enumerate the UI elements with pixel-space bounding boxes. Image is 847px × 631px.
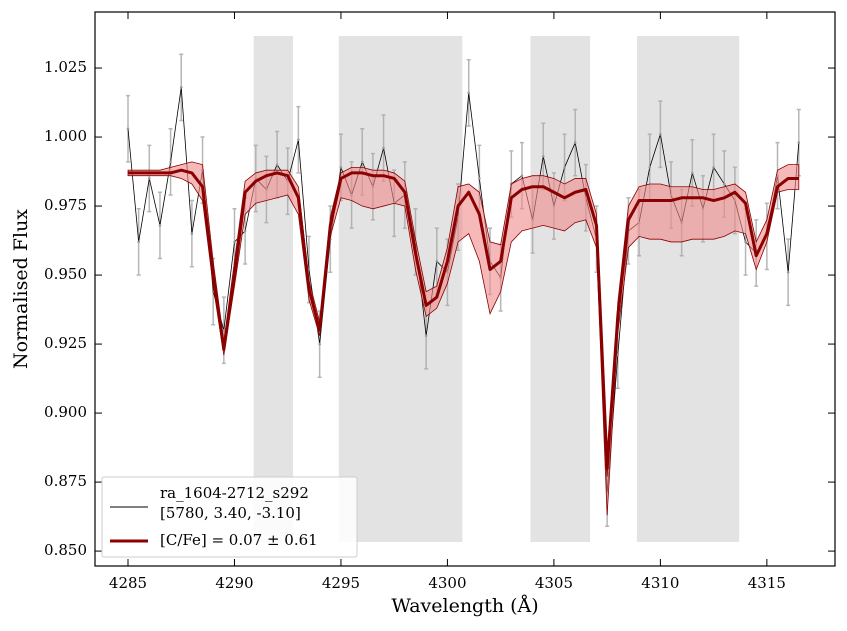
y-axis-label: Normalised Flux bbox=[10, 209, 32, 369]
observed-point bbox=[148, 177, 151, 180]
observed-point bbox=[691, 171, 694, 175]
observed-point bbox=[307, 268, 311, 271]
y-tick-label: 0.975 bbox=[44, 196, 87, 214]
observed-point bbox=[382, 146, 385, 150]
x-tick-label: 4285 bbox=[109, 574, 147, 592]
model-line bbox=[128, 168, 799, 470]
observed-point bbox=[616, 353, 620, 357]
observed-point bbox=[233, 240, 236, 244]
legend-box bbox=[101, 476, 358, 558]
observed-point bbox=[563, 166, 566, 169]
observed-point bbox=[712, 166, 715, 169]
observed-point bbox=[478, 177, 481, 180]
observed-point bbox=[786, 270, 790, 274]
x-tick-label: 4305 bbox=[535, 574, 573, 592]
legend-label: [C/Fe] = 0.07 ± 0.61 bbox=[160, 531, 318, 549]
observed-point bbox=[297, 138, 300, 142]
y-tick-label: 1.000 bbox=[44, 127, 87, 145]
y-tick-label: 0.875 bbox=[44, 472, 87, 490]
y-tick-label: 0.925 bbox=[44, 334, 87, 352]
shaded-region bbox=[253, 36, 294, 542]
observed-point bbox=[520, 174, 524, 177]
shaded-region bbox=[530, 36, 591, 542]
x-tick-label: 4300 bbox=[428, 574, 466, 592]
x-tick-label: 4295 bbox=[322, 574, 360, 592]
observed-point bbox=[424, 334, 428, 338]
observed-point bbox=[275, 163, 279, 166]
shaded-region bbox=[636, 36, 740, 542]
y-tick-label: 1.025 bbox=[44, 58, 87, 76]
observed-point bbox=[722, 182, 726, 186]
x-tick-label: 4290 bbox=[215, 574, 253, 592]
x-tick-label: 4310 bbox=[641, 574, 679, 592]
observed-point bbox=[318, 342, 321, 346]
observed-point bbox=[339, 166, 343, 169]
observed-point bbox=[179, 86, 183, 89]
observed-point bbox=[169, 160, 172, 164]
observed-point bbox=[648, 166, 652, 169]
legend-label: ra_1604-2712_s292 bbox=[160, 484, 309, 502]
observed-point bbox=[541, 155, 545, 158]
observed-point bbox=[797, 141, 801, 144]
x-axis-label: Wavelength (Å) bbox=[391, 595, 538, 617]
observed-point bbox=[137, 240, 140, 244]
observed-point bbox=[243, 229, 247, 233]
observed-point bbox=[222, 328, 226, 332]
observed-point bbox=[659, 132, 662, 136]
x-tick-label: 4315 bbox=[748, 574, 786, 592]
plot-frame bbox=[94, 11, 836, 567]
legend-label: [5780, 3.40, -3.10] bbox=[160, 504, 301, 522]
observed-point bbox=[744, 240, 747, 244]
y-tick-label: 0.950 bbox=[44, 265, 87, 283]
observed-point bbox=[126, 127, 130, 131]
model-band bbox=[127, 161, 800, 516]
observed-point bbox=[158, 224, 162, 227]
y-tick-label: 0.850 bbox=[44, 541, 87, 559]
y-tick-label: 0.900 bbox=[44, 403, 87, 421]
observed-point bbox=[435, 259, 439, 263]
legend: ra_1604-2712_s292 [5780, 3.40, -3.10] [C/F… bbox=[101, 476, 358, 558]
observed-point bbox=[190, 232, 194, 235]
observed-point bbox=[467, 91, 471, 95]
observed-point bbox=[360, 160, 364, 164]
observed-point bbox=[573, 141, 577, 144]
